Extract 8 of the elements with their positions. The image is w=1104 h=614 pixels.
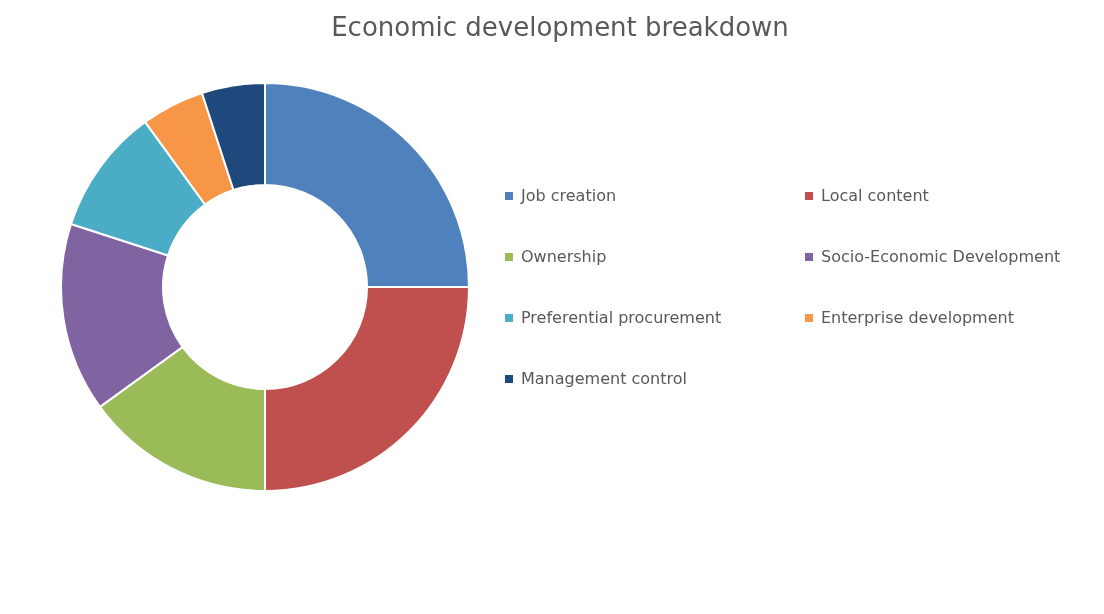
legend-label: Job creation	[521, 186, 617, 205]
chart-title: Economic development breakdown	[330, 12, 790, 42]
legend-label: Ownership	[521, 247, 607, 266]
legend-label: Local content	[821, 186, 929, 205]
legend-label: Socio-Economic Development	[821, 247, 1061, 266]
legend-label: Preferential procurement	[521, 308, 722, 327]
legend-label: Management control	[521, 369, 687, 388]
legend-label: Enterprise development	[821, 308, 1014, 327]
